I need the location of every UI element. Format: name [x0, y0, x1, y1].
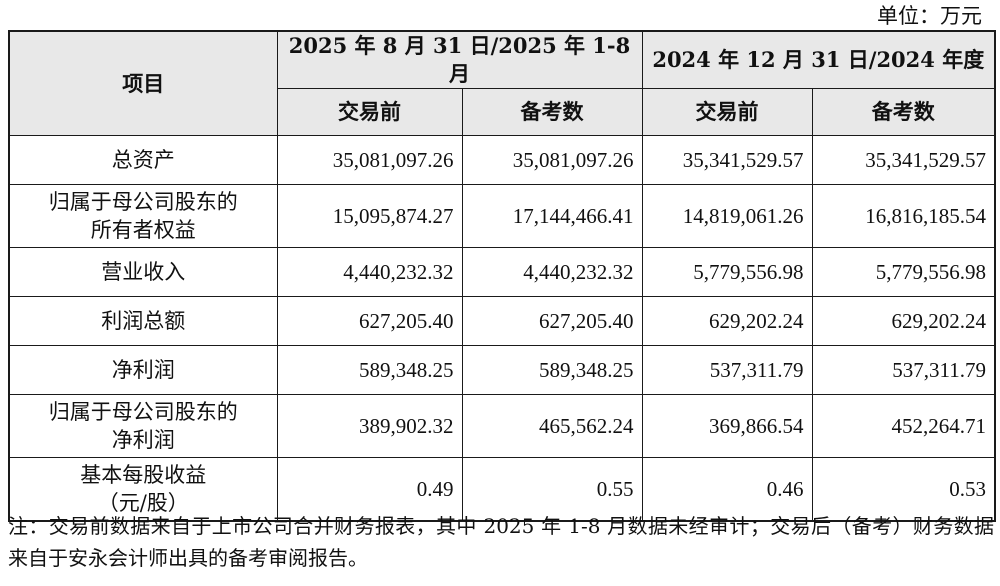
cell-value: 14,819,061.26	[641, 184, 813, 248]
cell-value: 5,779,556.98	[811, 247, 996, 297]
header-pre-transaction-2024: 交易前	[641, 88, 813, 136]
header-pro-forma-2024: 备考数	[811, 88, 996, 136]
table-row-total-profit: 利润总额 627,205.40 627,205.40 629,202.24 62…	[8, 296, 996, 346]
cell-value: 4,440,232.32	[276, 247, 463, 297]
row-label-line2: （元/股）	[97, 491, 189, 515]
row-label-line2: 所有者权益	[90, 218, 196, 242]
cell-value: 537,311.79	[811, 345, 996, 395]
cell-value: 627,205.40	[461, 296, 643, 346]
row-label: 归属于母公司股东的 净利润	[8, 394, 278, 458]
cell-value: 0.49	[276, 457, 463, 522]
table-row-net-profit: 净利润 589,348.25 589,348.25 537,311.79 537…	[8, 345, 996, 395]
cell-value: 17,144,466.41	[461, 184, 643, 248]
cell-value: 35,081,097.26	[276, 135, 463, 185]
cell-value: 4,440,232.32	[461, 247, 643, 297]
cell-value: 369,866.54	[641, 394, 813, 458]
cell-value: 35,341,529.57	[641, 135, 813, 185]
cell-value: 15,095,874.27	[276, 184, 463, 248]
row-label: 利润总额	[8, 296, 278, 346]
table-row-parent-net-profit: 归属于母公司股东的 净利润 389,902.32 465,562.24 369,…	[8, 394, 996, 458]
unit-label: 单位：万元	[877, 4, 982, 28]
table-row-total-assets: 总资产 35,081,097.26 35,081,097.26 35,341,5…	[8, 135, 996, 185]
row-label-line2: 净利润	[111, 428, 175, 452]
header-item: 项目	[8, 30, 278, 136]
header-pre-transaction-2025: 交易前	[276, 88, 463, 136]
row-label: 总资产	[8, 135, 278, 185]
header-period-2025: 2025 年 8 月 31 日/2025 年 1-8 月	[276, 30, 643, 89]
row-label-line1: 归属于母公司股东的	[48, 400, 238, 424]
cell-value: 389,902.32	[276, 394, 463, 458]
cell-value: 629,202.24	[641, 296, 813, 346]
header-pro-forma-2025: 备考数	[461, 88, 643, 136]
cell-value: 0.46	[641, 457, 813, 522]
cell-value: 537,311.79	[641, 345, 813, 395]
cell-value: 16,816,185.54	[811, 184, 996, 248]
row-label: 归属于母公司股东的 所有者权益	[8, 184, 278, 248]
cell-value: 465,562.24	[461, 394, 643, 458]
cell-value: 35,081,097.26	[461, 135, 643, 185]
row-label-line1: 归属于母公司股东的	[48, 190, 238, 214]
footnote: 注：交易前数据来自于上市公司合并财务报表，其中 2025 年 1-8 月数据未经…	[8, 514, 994, 570]
row-label-line1: 基本每股收益	[80, 463, 207, 487]
row-label: 营业收入	[8, 247, 278, 297]
cell-value: 589,348.25	[276, 345, 463, 395]
cell-value: 0.55	[461, 457, 643, 522]
row-label: 基本每股收益 （元/股）	[8, 457, 278, 522]
table-row-basic-eps: 基本每股收益 （元/股） 0.49 0.55 0.46 0.53	[8, 457, 996, 522]
cell-value: 5,779,556.98	[641, 247, 813, 297]
cell-value: 629,202.24	[811, 296, 996, 346]
header-period-2024: 2024 年 12 月 31 日/2024 年度	[641, 30, 996, 89]
cell-value: 35,341,529.57	[811, 135, 996, 185]
table-row-parent-equity: 归属于母公司股东的 所有者权益 15,095,874.27 17,144,466…	[8, 184, 996, 248]
cell-value: 627,205.40	[276, 296, 463, 346]
row-label: 净利润	[8, 345, 278, 395]
cell-value: 452,264.71	[811, 394, 996, 458]
table-row-revenue: 营业收入 4,440,232.32 4,440,232.32 5,779,556…	[8, 247, 996, 297]
financial-table: 项目 2025 年 8 月 31 日/2025 年 1-8 月 2024 年 1…	[8, 30, 997, 522]
cell-value: 589,348.25	[461, 345, 643, 395]
cell-value: 0.53	[811, 457, 996, 522]
